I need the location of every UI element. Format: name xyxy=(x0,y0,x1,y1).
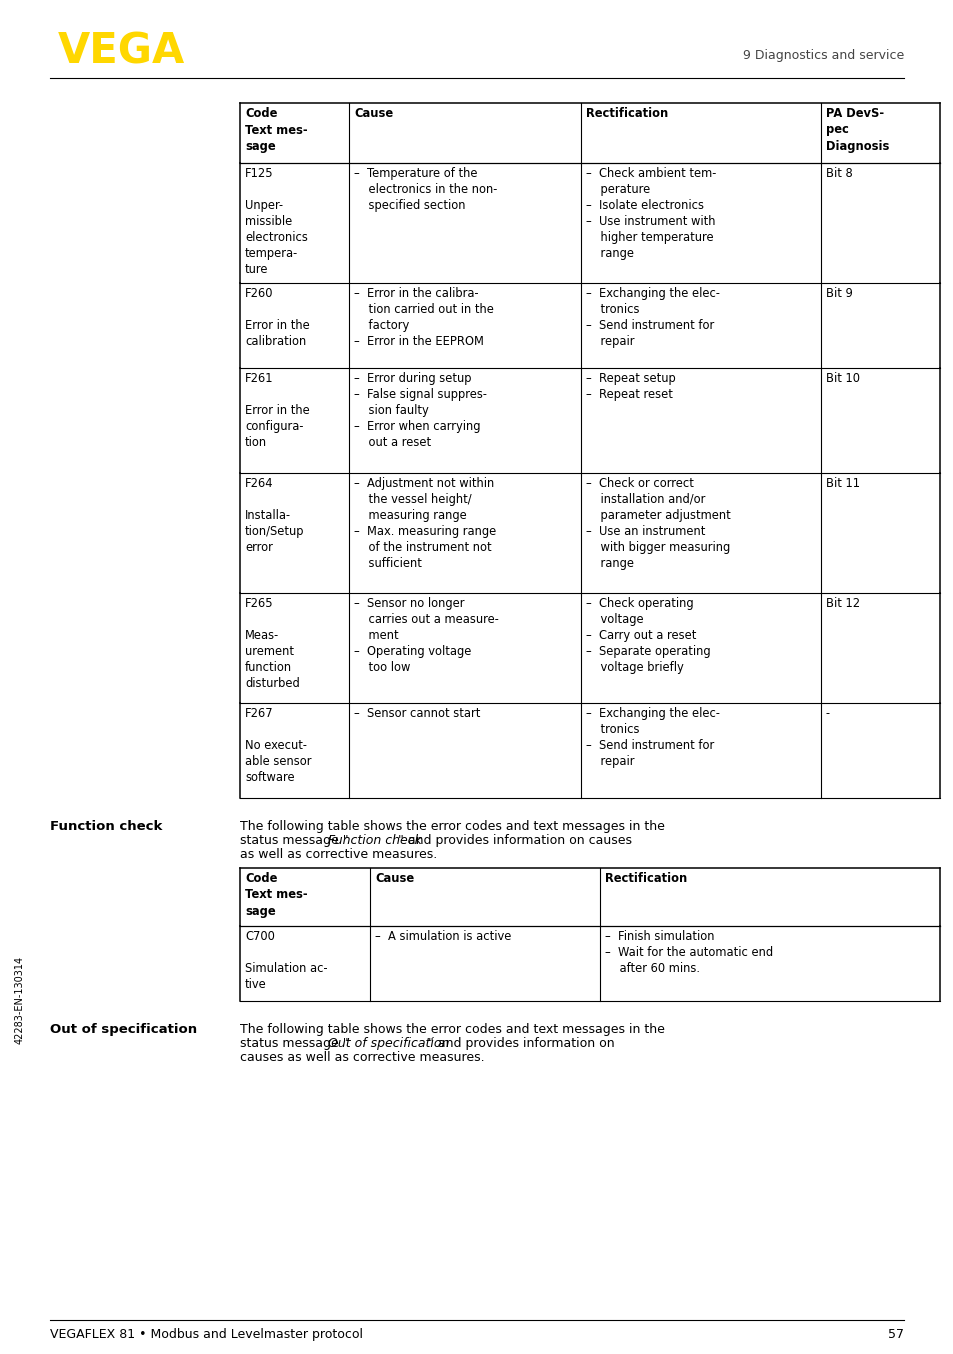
Text: Bit 8: Bit 8 xyxy=(825,167,852,180)
Text: Bit 12: Bit 12 xyxy=(825,597,860,611)
Text: F125

Unper-
missible
electronics
tempera-
ture: F125 Unper- missible electronics tempera… xyxy=(245,167,308,276)
Text: F261

Error in the
configura-
tion: F261 Error in the configura- tion xyxy=(245,372,310,450)
Text: status message ": status message " xyxy=(240,1037,348,1049)
Text: Code
Text mes-
sage: Code Text mes- sage xyxy=(245,872,307,918)
Text: Bit 9: Bit 9 xyxy=(825,287,852,301)
Text: " and provides information on: " and provides information on xyxy=(428,1037,614,1049)
Text: PA DevS-
pec
Diagnosis: PA DevS- pec Diagnosis xyxy=(825,107,888,153)
Text: causes as well as corrective measures.: causes as well as corrective measures. xyxy=(240,1051,484,1064)
Text: C700

Simulation ac-
tive: C700 Simulation ac- tive xyxy=(245,930,327,991)
Text: Cause: Cause xyxy=(375,872,414,886)
Text: Bit 11: Bit 11 xyxy=(825,477,859,490)
Text: VEGAFLEX 81 • Modbus and Levelmaster protocol: VEGAFLEX 81 • Modbus and Levelmaster pro… xyxy=(50,1328,363,1340)
Text: Rectification: Rectification xyxy=(604,872,686,886)
Text: –  A simulation is active: – A simulation is active xyxy=(375,930,511,942)
Text: –  Finish simulation
–  Wait for the automatic end
    after 60 mins.: – Finish simulation – Wait for the autom… xyxy=(604,930,772,975)
Text: Cause: Cause xyxy=(354,107,393,121)
Text: –  Error during setup
–  False signal suppres-
    sion faulty
–  Error when car: – Error during setup – False signal supp… xyxy=(354,372,486,450)
Text: Bit 10: Bit 10 xyxy=(825,372,859,385)
Text: 57: 57 xyxy=(887,1328,903,1340)
Text: Code
Text mes-
sage: Code Text mes- sage xyxy=(245,107,307,153)
Text: -: - xyxy=(825,707,829,720)
Text: Function check: Function check xyxy=(50,821,162,833)
Text: Out of specification: Out of specification xyxy=(50,1024,197,1036)
Text: Function check: Function check xyxy=(328,834,421,848)
Text: –  Exchanging the elec-
    tronics
–  Send instrument for
    repair: – Exchanging the elec- tronics – Send in… xyxy=(585,707,720,768)
Text: 42283-EN-130314: 42283-EN-130314 xyxy=(15,956,25,1044)
Text: –  Repeat setup
–  Repeat reset: – Repeat setup – Repeat reset xyxy=(585,372,675,401)
Text: F267

No execut-
able sensor
software: F267 No execut- able sensor software xyxy=(245,707,312,784)
Text: " and provides information on causes: " and provides information on causes xyxy=(397,834,631,848)
Text: F265

Meas-
urement
function
disturbed: F265 Meas- urement function disturbed xyxy=(245,597,299,691)
Text: Out of specification: Out of specification xyxy=(328,1037,449,1049)
Text: –  Sensor cannot start: – Sensor cannot start xyxy=(354,707,480,720)
Text: –  Check operating
    voltage
–  Carry out a reset
–  Separate operating
    vo: – Check operating voltage – Carry out a … xyxy=(585,597,710,674)
Text: –  Error in the calibra-
    tion carried out in the
    factory
–  Error in the: – Error in the calibra- tion carried out… xyxy=(354,287,494,348)
Text: Rectification: Rectification xyxy=(585,107,667,121)
Text: –  Check ambient tem-
    perature
–  Isolate electronics
–  Use instrument with: – Check ambient tem- perature – Isolate … xyxy=(585,167,716,260)
Text: –  Temperature of the
    electronics in the non-
    specified section: – Temperature of the electronics in the … xyxy=(354,167,497,213)
Text: The following table shows the error codes and text messages in the: The following table shows the error code… xyxy=(240,821,664,833)
Text: as well as corrective measures.: as well as corrective measures. xyxy=(240,848,436,861)
Text: status message ": status message " xyxy=(240,834,348,848)
Text: F260

Error in the
calibration: F260 Error in the calibration xyxy=(245,287,310,348)
Text: –  Check or correct
    installation and/or
    parameter adjustment
–  Use an i: – Check or correct installation and/or p… xyxy=(585,477,730,570)
Text: The following table shows the error codes and text messages in the: The following table shows the error code… xyxy=(240,1024,664,1036)
Text: –  Exchanging the elec-
    tronics
–  Send instrument for
    repair: – Exchanging the elec- tronics – Send in… xyxy=(585,287,720,348)
Text: –  Adjustment not within
    the vessel height/
    measuring range
–  Max. meas: – Adjustment not within the vessel heigh… xyxy=(354,477,496,570)
Text: VEGA: VEGA xyxy=(58,30,185,72)
Text: 9 Diagnostics and service: 9 Diagnostics and service xyxy=(742,49,903,62)
Text: F264

Installa-
tion/Setup
error: F264 Installa- tion/Setup error xyxy=(245,477,304,554)
Text: –  Sensor no longer
    carries out a measure-
    ment
–  Operating voltage
   : – Sensor no longer carries out a measure… xyxy=(354,597,498,674)
